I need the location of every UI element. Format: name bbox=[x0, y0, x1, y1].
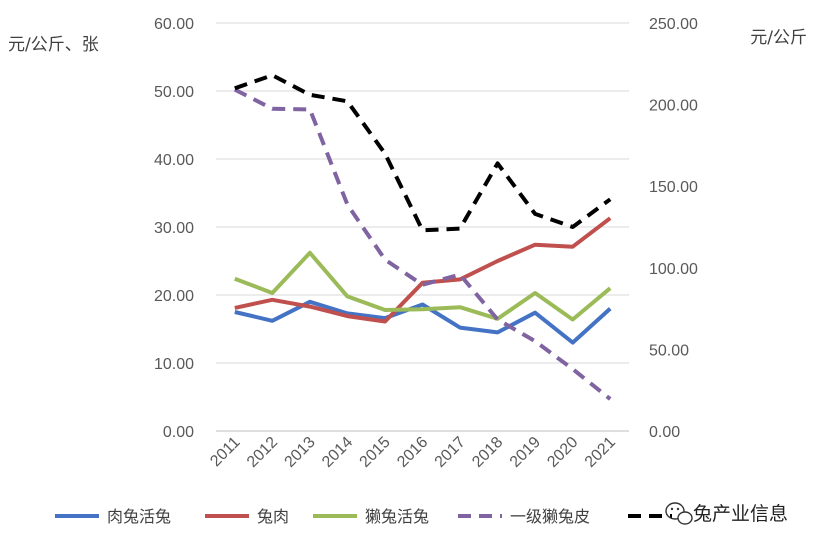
watermark-text: 兔产业信息 bbox=[693, 503, 788, 525]
right-axis-tick-label: 50.00 bbox=[649, 342, 689, 359]
left-axis-tick-label: 0.00 bbox=[163, 424, 194, 441]
right-axis-tick-label: 100.00 bbox=[649, 261, 698, 278]
right-axis-tick-label: 200.00 bbox=[649, 98, 698, 115]
x-axis-tick-label: 2016 bbox=[394, 434, 431, 471]
x-axis-tick-label: 2021 bbox=[582, 434, 619, 471]
x-axis-tick-label: 2017 bbox=[432, 434, 469, 471]
legend-label-3: 獭兔活兔 bbox=[365, 507, 429, 526]
right-axis-unit-label: 元/公斤 bbox=[750, 28, 807, 48]
left-axis-unit-label: 元/公斤、张 bbox=[8, 35, 99, 55]
series-line-1 bbox=[234, 299, 612, 345]
left-axis-tick-label: 10.00 bbox=[154, 356, 194, 373]
legend-label-4: 一级獭兔皮 bbox=[510, 507, 590, 526]
left-axis-tick-label: 40.00 bbox=[154, 152, 194, 169]
right-axis-tick-label: 150.00 bbox=[649, 179, 698, 196]
x-axis-tick-label: 2015 bbox=[357, 434, 394, 471]
legend: 肉兔活兔 兔肉 獭兔活兔 一级獭兔皮 bbox=[55, 507, 672, 526]
x-axis-tick-label: 2019 bbox=[507, 434, 544, 471]
series-line-3 bbox=[234, 250, 612, 322]
x-axis-tick-label: 2014 bbox=[319, 434, 356, 471]
legend-label-2: 兔肉 bbox=[257, 507, 289, 526]
left-axis-tick-label: 20.00 bbox=[154, 288, 194, 305]
series-line-4 bbox=[233, 87, 612, 401]
right-axis-tick-label: 250.00 bbox=[649, 16, 698, 33]
series-line-5 bbox=[234, 73, 612, 233]
left-axis-tick-label: 50.00 bbox=[154, 84, 194, 101]
left-axis-tick-label: 60.00 bbox=[154, 16, 194, 33]
x-axis-tick-label: 2012 bbox=[244, 434, 281, 471]
right-axis-tick-label: 0.00 bbox=[649, 424, 680, 441]
x-axis-tick-label: 2018 bbox=[469, 434, 506, 471]
wechat-icon bbox=[665, 502, 693, 525]
gridlines bbox=[216, 22, 629, 432]
x-axis-tick-label: 2011 bbox=[207, 434, 243, 470]
watermark: 兔产业信息 bbox=[665, 502, 788, 525]
x-axis-tick-label: 2020 bbox=[544, 434, 581, 471]
x-axis-tick-label: 2013 bbox=[282, 434, 319, 471]
axes: 0.00 10.00 20.00 30.00 40.00 50.00 60.00 0.00 50… bbox=[154, 16, 698, 471]
legend-label-1: 肉兔活兔 bbox=[107, 507, 171, 526]
left-axis-tick-label: 30.00 bbox=[154, 220, 194, 237]
series-lines bbox=[233, 73, 612, 401]
